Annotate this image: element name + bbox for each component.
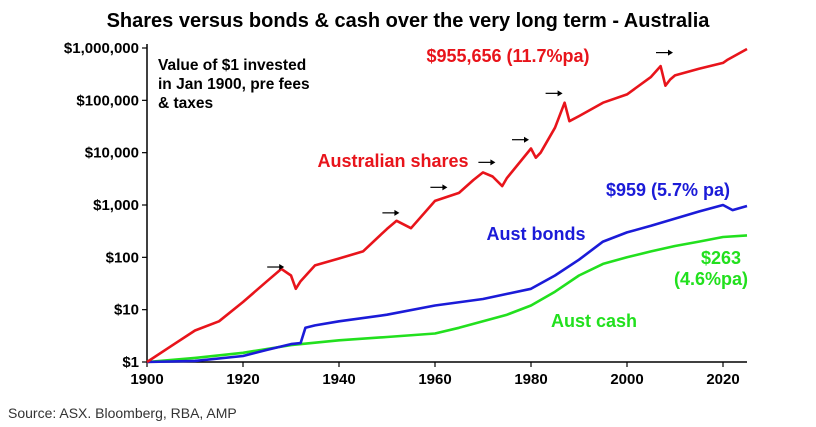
bonds-line [146,203,748,364]
chart-title: Shares versus bonds & cash over the very… [107,10,711,32]
shares-end-label: $955,656 (11.7%pa) [426,46,589,66]
arrow-mark [512,136,529,143]
arrow-mark [656,49,673,56]
arrow-mark [382,209,400,216]
series-lines [146,47,748,364]
arrow-marks [267,49,673,271]
bonds-series-label: Aust bonds [487,224,586,244]
x-axis-ticks: 1900 1920 1940 1960 1980 2000 2020 [130,362,740,388]
arrow-mark [430,184,448,191]
x-tick-label: 1900 [130,371,163,388]
y-tick-label: $1,000,000 [64,40,139,57]
bonds-end-label: $959 (5.7% pa) [606,180,730,200]
x-tick-label: 2000 [610,371,643,388]
note-line-3: & taxes [158,95,213,112]
x-tick-label: 1940 [322,371,355,388]
y-tick-label: $100,000 [76,92,139,109]
x-tick-label: 1980 [514,371,547,388]
source-note: Source: ASX. Bloomberg, RBA, AMP [8,405,237,421]
arrow-mark [545,90,563,97]
y-tick-label: $1 [122,354,139,371]
cash-line [146,234,748,364]
y-tick-label: $100 [106,249,139,266]
x-tick-label: 1960 [418,371,451,388]
y-tick-label: $10 [114,302,139,319]
x-tick-label: 2020 [706,371,739,388]
shares-line [146,47,748,364]
axes [146,44,747,363]
arrow-mark [478,159,496,166]
cash-series-label: Aust cash [551,311,637,331]
arrow-mark [267,264,285,271]
cash-end-label-line-2: (4.6%pa) [674,269,748,289]
note-line-2: in Jan 1900, pre fees [158,76,310,93]
note-line-1: Value of $1 invested [158,57,306,74]
note-text: Value of $1 invested in Jan 1900, pre fe… [158,57,310,112]
x-tick-label: 1920 [226,371,259,388]
y-tick-label: $1,000 [93,197,139,214]
y-axis-ticks: $1 $10 $100 $1,000 $10,000 $100,000 $1,000,000 [64,40,147,371]
shares-series-label: Australian shares [317,151,468,171]
y-tick-label: $10,000 [85,145,139,162]
cash-end-label-line-1: $263 [701,248,741,268]
